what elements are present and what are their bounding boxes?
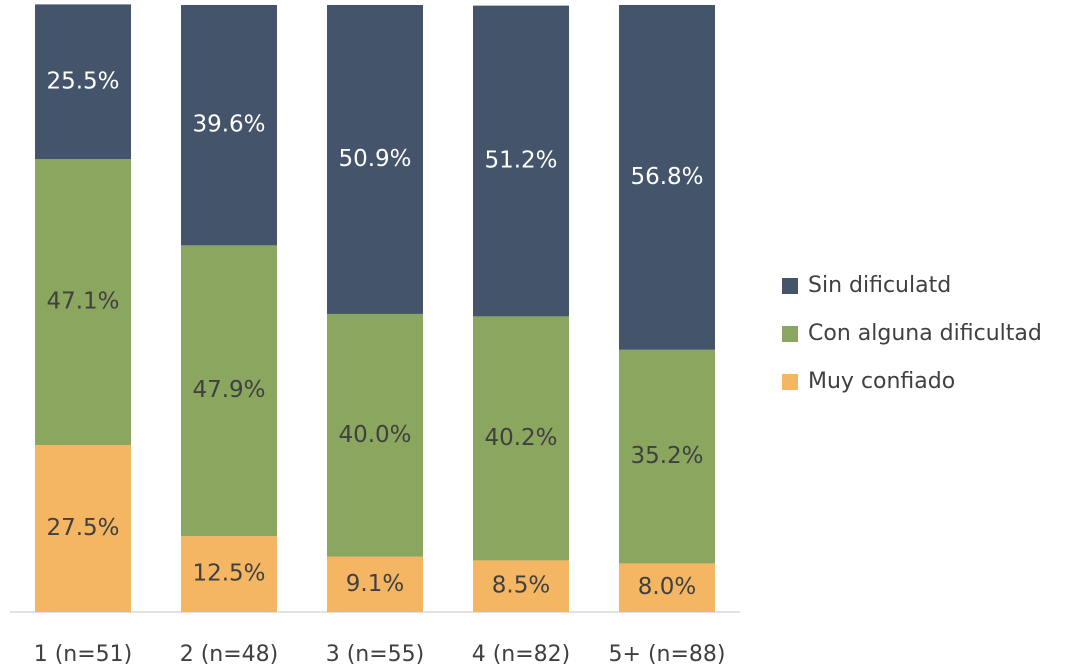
data-label: 35.2%: [630, 443, 703, 469]
legend-swatch: [782, 278, 798, 294]
x-tick-label: 3 (n=55): [326, 642, 425, 667]
bar-segment: [35, 445, 131, 612]
data-label: 12.5%: [192, 561, 265, 587]
data-label: 8.0%: [638, 574, 696, 600]
data-label: 40.2%: [484, 425, 557, 451]
data-label: 39.6%: [192, 112, 265, 138]
bar-segment: [181, 5, 277, 246]
bar-segment: [473, 560, 569, 612]
bar-segment: [619, 349, 715, 564]
x-tick-label: 4 (n=82): [472, 642, 571, 667]
bar-segment: [473, 316, 569, 561]
data-label: 56.8%: [630, 164, 703, 190]
data-label: 9.1%: [346, 571, 404, 597]
bar-segment: [181, 245, 277, 537]
legend-label: Sin dificulatd: [808, 273, 951, 298]
bar-segment: [327, 313, 423, 557]
bar-segment: [619, 5, 715, 350]
bar-segment: [35, 159, 131, 446]
x-tick-label: 2 (n=48): [180, 642, 279, 667]
data-label: 51.2%: [484, 147, 557, 173]
data-label: 25.5%: [46, 68, 119, 94]
legend-label: Muy confiado: [808, 369, 955, 394]
bar-segment: [327, 5, 423, 314]
data-label: 47.9%: [192, 377, 265, 403]
bar-segment: [181, 536, 277, 612]
data-label: 27.5%: [46, 515, 119, 541]
bar-segment: [327, 556, 423, 612]
data-label: 47.1%: [46, 289, 119, 315]
legend-swatch: [782, 374, 798, 390]
data-label: 40.0%: [338, 422, 411, 448]
legend-swatch: [782, 326, 798, 342]
data-label: 50.9%: [338, 146, 411, 172]
data-label: 8.5%: [492, 573, 550, 599]
x-tick-label: 5+ (n=88): [609, 642, 726, 667]
legend-label: Con alguna dificultad: [808, 321, 1042, 346]
x-tick-label: 1 (n=51): [34, 642, 133, 667]
bar-segment: [619, 563, 715, 612]
bar-segment: [35, 4, 131, 160]
bar-segment: [473, 5, 569, 317]
